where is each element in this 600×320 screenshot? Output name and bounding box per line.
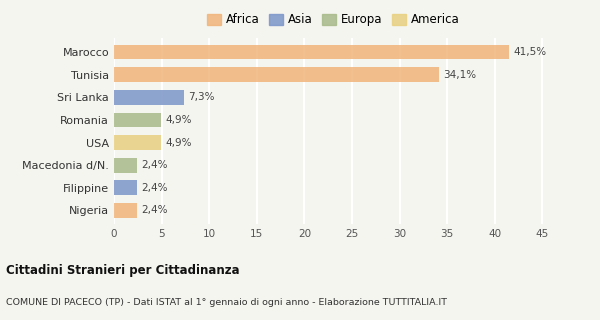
Text: 34,1%: 34,1% — [443, 70, 476, 80]
Text: 4,9%: 4,9% — [166, 138, 192, 148]
Text: 4,9%: 4,9% — [166, 115, 192, 125]
Bar — [114, 90, 184, 105]
Bar — [114, 44, 509, 59]
Text: COMUNE DI PACECO (TP) - Dati ISTAT al 1° gennaio di ogni anno - Elaborazione TUT: COMUNE DI PACECO (TP) - Dati ISTAT al 1°… — [6, 298, 447, 307]
Text: 2,4%: 2,4% — [142, 205, 168, 215]
Bar — [114, 135, 161, 150]
Text: Cittadini Stranieri per Cittadinanza: Cittadini Stranieri per Cittadinanza — [6, 264, 239, 277]
Text: 2,4%: 2,4% — [142, 183, 168, 193]
Text: 41,5%: 41,5% — [514, 47, 547, 57]
Bar — [114, 113, 161, 127]
Legend: Africa, Asia, Europa, America: Africa, Asia, Europa, America — [205, 11, 461, 29]
Bar — [114, 203, 137, 218]
Bar — [114, 158, 137, 172]
Bar — [114, 67, 439, 82]
Bar — [114, 180, 137, 195]
Text: 7,3%: 7,3% — [188, 92, 215, 102]
Text: 2,4%: 2,4% — [142, 160, 168, 170]
